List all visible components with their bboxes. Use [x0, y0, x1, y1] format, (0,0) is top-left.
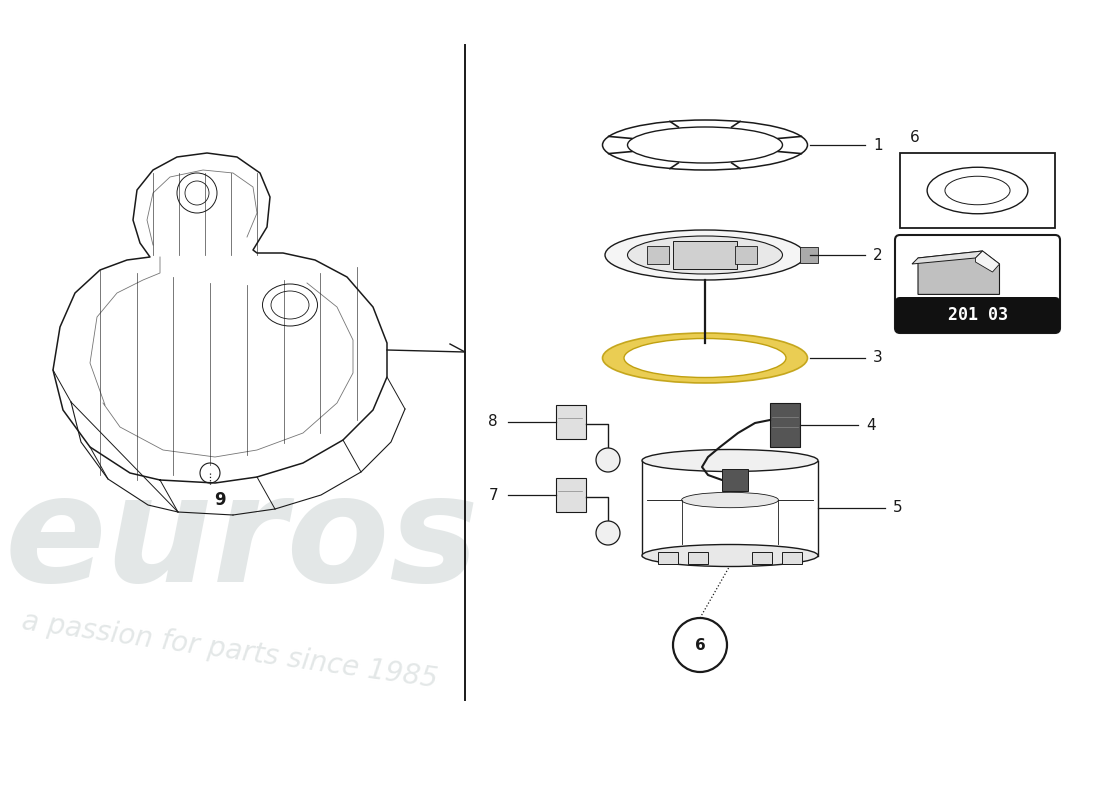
Ellipse shape: [624, 338, 786, 378]
Ellipse shape: [627, 127, 782, 163]
FancyBboxPatch shape: [895, 235, 1060, 333]
FancyBboxPatch shape: [900, 153, 1055, 228]
FancyBboxPatch shape: [895, 297, 1060, 333]
Polygon shape: [912, 251, 982, 264]
Ellipse shape: [627, 236, 782, 274]
Ellipse shape: [642, 545, 818, 566]
Text: 4: 4: [866, 418, 876, 433]
Text: 6: 6: [694, 638, 705, 653]
Ellipse shape: [603, 120, 807, 170]
FancyBboxPatch shape: [770, 403, 800, 447]
FancyBboxPatch shape: [722, 469, 748, 491]
Ellipse shape: [682, 492, 779, 508]
FancyBboxPatch shape: [782, 551, 802, 563]
Circle shape: [596, 521, 620, 545]
Polygon shape: [918, 251, 1000, 294]
Text: a passion for parts since 1985: a passion for parts since 1985: [20, 607, 439, 693]
FancyBboxPatch shape: [752, 551, 772, 563]
FancyBboxPatch shape: [688, 551, 708, 563]
Ellipse shape: [603, 333, 807, 383]
Text: 201 03: 201 03: [947, 306, 1008, 324]
Text: 3: 3: [873, 350, 882, 366]
Text: 2: 2: [873, 247, 882, 262]
Text: 7: 7: [488, 487, 498, 502]
FancyBboxPatch shape: [673, 241, 737, 269]
Text: 5: 5: [893, 501, 903, 515]
Circle shape: [596, 448, 620, 472]
FancyBboxPatch shape: [556, 405, 586, 439]
Polygon shape: [976, 251, 1000, 272]
FancyBboxPatch shape: [800, 247, 818, 263]
Ellipse shape: [642, 450, 818, 471]
Text: 1: 1: [873, 138, 882, 153]
FancyBboxPatch shape: [556, 478, 586, 512]
Text: 8: 8: [488, 414, 498, 430]
Text: 9: 9: [214, 491, 225, 509]
Text: 6: 6: [910, 130, 920, 145]
Text: euros: euros: [6, 467, 480, 613]
FancyBboxPatch shape: [735, 246, 757, 264]
Ellipse shape: [605, 230, 805, 280]
FancyBboxPatch shape: [658, 551, 678, 563]
FancyBboxPatch shape: [647, 246, 669, 264]
